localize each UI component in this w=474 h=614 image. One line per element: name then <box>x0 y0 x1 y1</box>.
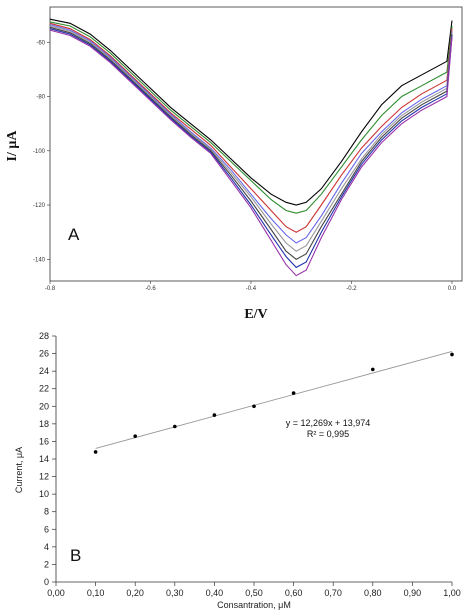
panel-b-data-point <box>212 413 217 417</box>
panel-b-data-point <box>371 367 375 372</box>
panel-a-series-5-line <box>49 25 453 252</box>
panel-a-y-axis-title: I/ μA <box>5 130 20 162</box>
panel-a-series-8-line <box>49 29 453 277</box>
panel-a-series-1-line <box>49 18 453 206</box>
panel-b-trendline-group <box>95 351 453 449</box>
panel-a-y-tick-label: -100 <box>33 149 46 155</box>
panel-b-x-tick-label: 0,10 <box>87 588 105 598</box>
panel-b-equation: y = 12,269x + 13,974 <box>286 418 371 428</box>
panel-b-y-tick-label: 18 <box>39 419 49 429</box>
panel-a-y-tick-label: -140 <box>33 257 46 263</box>
panel-a-x-tick-label: -0.8 <box>45 286 56 292</box>
panel-a-x-axis-title: E/V <box>244 307 267 322</box>
panel-a-x-tick-label: -0.4 <box>246 286 257 292</box>
panel-b-data-point <box>133 434 137 438</box>
panel-b-data-point <box>291 391 296 395</box>
panel-a-y-ticks: -60 -80 -100 -120 -140 <box>33 40 50 263</box>
panel-a-series-3-line <box>49 22 453 233</box>
panel-b-y-tick-label: 26 <box>39 349 49 359</box>
panel-b-data-point <box>252 404 256 409</box>
panel-b-data-point <box>450 352 454 357</box>
panel-a-label: A <box>68 225 80 244</box>
panel-b-x-axis-title: Consantration, μM <box>217 600 291 610</box>
panel-b-x-tick-label: 0,80 <box>364 588 382 598</box>
panel-b-x-tick-label: 0,90 <box>404 588 422 598</box>
panel-b-r-squared: R² = 0,995 <box>307 429 349 439</box>
panel-a-x-tick-label: -0.6 <box>145 286 156 292</box>
panel-b-y-tick-label: 24 <box>39 366 49 376</box>
panel-b-trendline <box>95 351 453 449</box>
panel-b-y-tick-label: 14 <box>39 454 49 464</box>
panel-b-points-group <box>93 352 454 454</box>
panel-b-x-tick-label: 0,60 <box>285 588 303 598</box>
panel-b-y-tick-label: 20 <box>39 401 49 411</box>
panel-a-series-group <box>49 18 453 277</box>
panel-b-x-tick-label: 0,00 <box>47 588 65 598</box>
panel-a-y-tick-label: -120 <box>33 203 46 209</box>
panel-b-x-tick-label: 0,70 <box>324 588 342 598</box>
panel-b-label: B <box>70 546 81 565</box>
panel-a-y-tick-label: -80 <box>36 95 45 101</box>
panel-b-y-axis-title: Current, μA <box>14 447 24 493</box>
panel-a-voltammogram: -0.8 -0.6 -0.4 -0.2 0.0 -60 -80 -100 -120 -140 A… <box>5 6 463 322</box>
panel-b-y-tick-label: 12 <box>39 472 49 482</box>
panel-b-data-point <box>173 424 177 429</box>
panel-a-plot-frame <box>49 6 463 282</box>
panel-b-y-tick-label: 28 <box>39 331 49 341</box>
panel-b-x-ticks: 0,00 0,10 0,20 0,30 0,40 0,50 0,60 0,70 0,80 0,90… <box>47 582 461 598</box>
panel-a-y-tick-label: -60 <box>36 40 45 46</box>
panel-b-y-tick-label: 6 <box>44 524 49 534</box>
panel-b-y-tick-label: 8 <box>44 507 49 517</box>
panel-a-series-2-line <box>49 21 453 214</box>
panel-a-x-tick-label: 0.0 <box>448 286 457 292</box>
panel-b-x-tick-label: 0,40 <box>206 588 224 598</box>
panel-b-y-tick-label: 2 <box>44 559 49 569</box>
panel-b-y-tick-label: 4 <box>44 542 49 552</box>
panel-b-x-tick-label: 0,20 <box>126 588 144 598</box>
panel-b-y-tick-label: 16 <box>39 436 49 446</box>
panel-b-x-tick-label: 1,00 <box>443 588 461 598</box>
panel-b-y-tick-label: 0 <box>44 577 49 587</box>
panel-b-x-tick-label: 0,30 <box>166 588 184 598</box>
panel-a-x-ticks: -0.8 -0.6 -0.4 -0.2 0.0 <box>45 281 457 292</box>
panel-b-y-tick-label: 22 <box>39 384 49 394</box>
panel-b-y-tick-label: 10 <box>39 489 49 499</box>
panel-b-x-tick-label: 0,50 <box>245 588 263 598</box>
panel-a-series-4-line <box>49 24 453 244</box>
panel-a-series-7-line <box>49 28 453 269</box>
panel-b-data-point <box>93 450 98 454</box>
panel-b-calibration: 0,00 0,10 0,20 0,30 0,40 0,50 0,60 0,70 0,80 0,90… <box>14 331 461 610</box>
panel-a-series-6-line <box>49 26 453 260</box>
panel-a-x-tick-label: -0.2 <box>346 286 357 292</box>
